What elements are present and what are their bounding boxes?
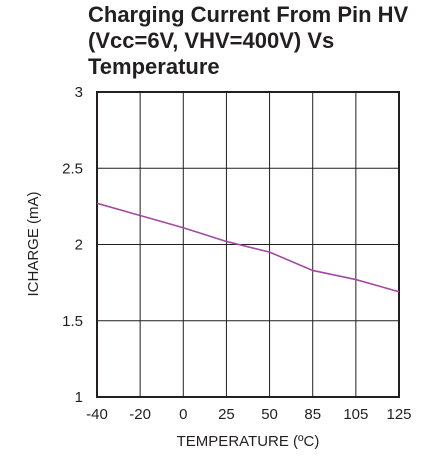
x-tick-label: 0 bbox=[179, 406, 187, 423]
x-tick-label: 25 bbox=[218, 406, 235, 423]
x-tick-label: 85 bbox=[304, 406, 321, 423]
series-line bbox=[96, 202, 400, 293]
x-tick-label: 125 bbox=[386, 406, 411, 423]
y-tick-label: 3 bbox=[75, 84, 83, 101]
y-tick-label: 2 bbox=[75, 237, 83, 254]
x-axis-label: TEMPERATURE (ºC) bbox=[177, 433, 320, 450]
x-tick-label: -20 bbox=[129, 406, 151, 423]
y-tick-label: 1 bbox=[75, 389, 83, 406]
x-tick-labels: -40 -20 0 25 50 85 105 125 bbox=[86, 406, 411, 423]
y-tick-labels: 1 1.5 2 2.5 3 bbox=[62, 84, 83, 406]
x-tick-label: -40 bbox=[86, 406, 108, 423]
y-axis-label: ICHARGE (mA) bbox=[25, 191, 42, 296]
y-tick-label: 2.5 bbox=[62, 160, 83, 177]
y-tick-label: 1.5 bbox=[62, 313, 83, 330]
chart-grid bbox=[97, 92, 399, 397]
plot-frame bbox=[96, 91, 400, 398]
x-tick-label: 105 bbox=[343, 406, 368, 423]
x-tick-label: 50 bbox=[261, 406, 278, 423]
chart-title: Charging Current From Pin HV (Vcc=6V, VH… bbox=[88, 2, 409, 79]
